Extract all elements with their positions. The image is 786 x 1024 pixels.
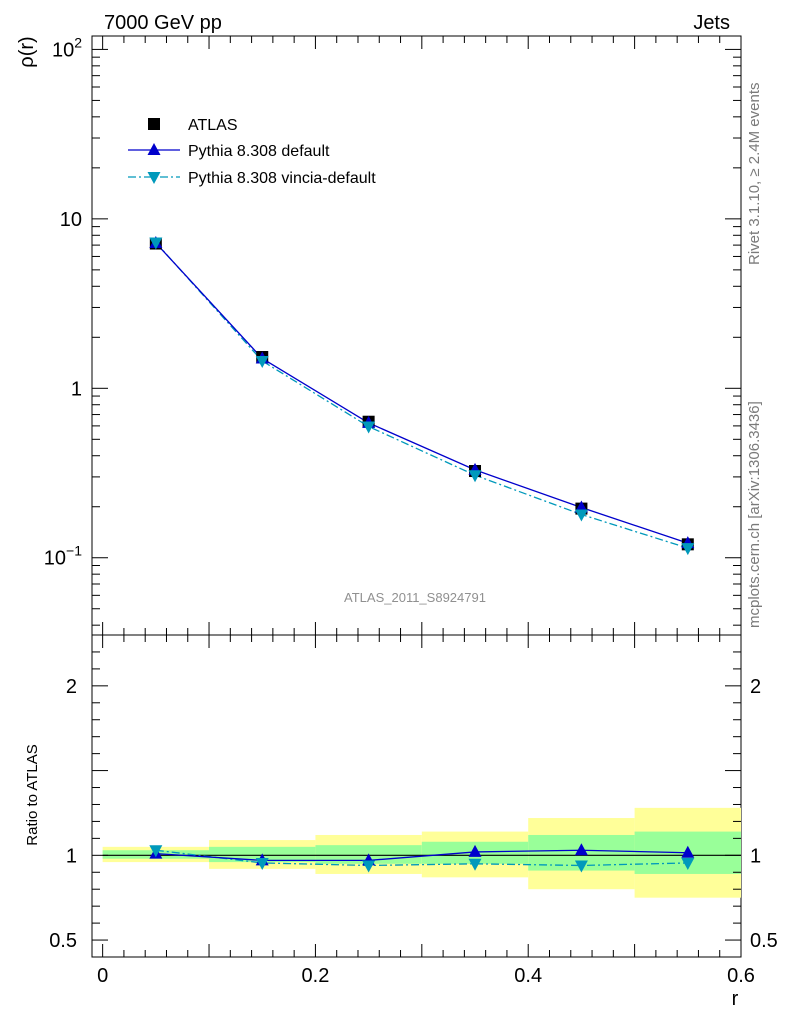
x-axis-label: r: [732, 988, 739, 1010]
default-ratio-point: [574, 843, 588, 856]
main-y-tick-label: 102: [52, 34, 82, 61]
ratio-y-tick-label-right: 2: [750, 676, 761, 698]
ratio-y-tick-label-left: 0.5: [49, 930, 77, 952]
main-y-tick-label: 10: [60, 209, 82, 231]
vincia-ratio-point: [255, 857, 269, 870]
vincia-ratio-point: [149, 845, 163, 858]
legend-entry-label: ATLAS: [188, 117, 238, 134]
vincia-point: [574, 509, 588, 522]
vincia-point: [362, 421, 376, 434]
ratio-y-tick-label-right: 1: [750, 845, 761, 867]
legend-vincia-marker: [147, 172, 161, 184]
header-category-label: Jets: [693, 12, 730, 34]
default-ratio-line: [155, 849, 688, 862]
main-y-axis-label: ρ(r): [16, 36, 38, 67]
ratio-y-tick-label-left: 2: [66, 676, 77, 698]
x-tick-label: 0.6: [727, 965, 755, 987]
vincia-point: [149, 237, 163, 250]
vincia-line: [155, 242, 688, 549]
ratio-y-tick-label-left: 1: [66, 845, 77, 867]
main-y-tick-label: 10−1: [44, 543, 82, 570]
ratio-y-axis-label: Ratio to ATLAS: [24, 744, 41, 845]
vincia-ratio-point: [468, 858, 482, 871]
vincia-point: [681, 543, 695, 556]
ratio-y-tick-label-right: 0.5: [750, 930, 778, 952]
mcplots-reference-label: mcplots.cern.ch [arXiv:1306.3436]: [746, 401, 763, 628]
default-point: [574, 500, 588, 513]
legend-entry-label: Pythia 8.308 vincia-default: [188, 170, 376, 187]
ratio-plot-frame: [91, 634, 742, 958]
header-beam-label: 7000 GeV pp: [104, 12, 222, 34]
default-line: [155, 242, 689, 544]
analysis-label: ATLAS_2011_S8924791: [344, 590, 486, 605]
x-tick-label: 0.2: [302, 965, 330, 987]
vincia-ratio-point: [574, 860, 588, 873]
main-y-tick-label: 1: [71, 378, 82, 400]
legend-default-marker: [147, 143, 161, 155]
default-ratio-point: [681, 845, 695, 858]
vincia-point: [255, 355, 269, 368]
default-ratio-point: [468, 844, 482, 857]
x-tick-label: 0.4: [514, 965, 542, 987]
x-tick-label: 0: [97, 965, 108, 987]
vincia-point: [468, 470, 482, 483]
vincia-ratio-point: [681, 857, 695, 870]
legend-atlas-marker: [148, 118, 160, 130]
vincia-ratio-line: [155, 849, 688, 867]
vincia-ratio-point: [362, 860, 376, 873]
legend-entry-label: Pythia 8.308 default: [188, 143, 330, 160]
rivet-version-label: Rivet 3.1.10, ≥ 2.4M events: [746, 83, 763, 266]
